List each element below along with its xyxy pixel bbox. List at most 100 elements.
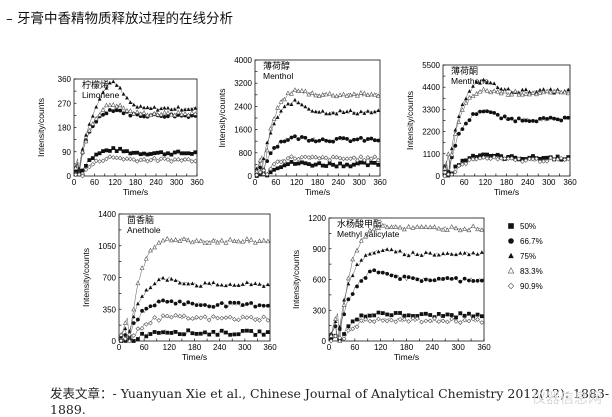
chart-title: 柠檬烯 — [82, 79, 109, 91]
data-point — [372, 92, 378, 97]
data-point — [458, 250, 463, 255]
data-point — [236, 332, 241, 337]
data-point — [481, 152, 486, 157]
data-point — [107, 80, 112, 85]
data-point — [138, 111, 144, 116]
y-axis-label: Intensity/counts — [81, 248, 91, 307]
data-point — [172, 112, 178, 118]
data-point — [135, 326, 141, 331]
data-point — [186, 107, 191, 111]
data-point — [359, 135, 363, 140]
data-point — [474, 91, 479, 96]
data-point — [369, 136, 374, 141]
data-point — [474, 112, 479, 117]
data-point — [306, 155, 312, 160]
data-point — [169, 314, 174, 320]
legend-marker-square — [508, 223, 514, 229]
data-point — [257, 318, 262, 323]
data-point — [406, 223, 412, 229]
data-point — [402, 317, 407, 322]
data-point — [348, 139, 353, 144]
data-point — [565, 90, 571, 96]
data-point — [265, 159, 270, 164]
data-point — [505, 92, 511, 97]
data-point — [139, 265, 145, 270]
data-point — [463, 99, 469, 105]
series-90.9% — [118, 312, 271, 344]
series-75% — [119, 275, 271, 342]
data-point — [555, 156, 560, 162]
data-point — [80, 168, 85, 173]
data-point — [302, 88, 308, 94]
data-point — [462, 276, 467, 281]
series-90.9% — [328, 316, 485, 344]
data-point — [331, 139, 336, 144]
data-point — [488, 110, 493, 115]
data-point — [313, 162, 318, 167]
data-point — [519, 91, 525, 97]
data-point — [228, 282, 233, 286]
data-point — [488, 80, 493, 85]
data-point — [182, 332, 186, 337]
data-point — [165, 330, 170, 335]
data-point — [478, 153, 482, 158]
data-point — [193, 106, 198, 110]
data-point — [414, 224, 420, 229]
data-point — [334, 164, 339, 169]
data-point — [97, 151, 102, 156]
chart-title: 水杨酸甲酯 — [337, 218, 382, 230]
data-point — [244, 315, 250, 320]
series-50% — [119, 328, 271, 343]
data-point — [527, 119, 532, 124]
y-tick-label: 0 — [436, 172, 441, 181]
data-point — [355, 284, 359, 289]
data-point — [185, 237, 191, 243]
data-point — [166, 114, 170, 119]
data-point — [331, 162, 336, 167]
data-point — [93, 158, 99, 164]
data-point — [252, 317, 258, 323]
data-point — [419, 253, 424, 257]
data-point — [463, 161, 469, 167]
data-point — [143, 255, 149, 261]
x-tick-label: 240 — [332, 178, 346, 187]
data-point — [286, 101, 290, 106]
y-tick-label: 4400 — [422, 83, 440, 92]
data-point — [449, 252, 454, 256]
data-point — [410, 316, 416, 321]
data-point — [165, 157, 171, 162]
data-point — [316, 93, 322, 98]
x-tick-label: 300 — [352, 178, 366, 187]
data-point — [210, 237, 216, 243]
data-point — [223, 315, 229, 320]
data-point — [94, 104, 99, 109]
data-point — [135, 337, 140, 341]
data-point — [445, 319, 450, 325]
data-point — [376, 249, 381, 254]
data-point — [328, 338, 334, 344]
data-point — [505, 156, 511, 161]
data-point — [531, 154, 535, 158]
data-point — [393, 274, 398, 279]
data-point — [363, 317, 368, 322]
data-point — [371, 225, 377, 231]
data-point — [275, 159, 280, 164]
data-point — [114, 103, 120, 109]
data-point — [316, 155, 322, 161]
data-point — [359, 313, 364, 318]
data-point — [432, 252, 437, 257]
data-point — [181, 313, 187, 319]
data-point — [114, 155, 120, 161]
data-point — [555, 154, 560, 159]
data-point — [499, 116, 504, 121]
data-point — [530, 90, 536, 95]
data-point — [327, 139, 332, 144]
data-point — [527, 156, 532, 162]
chart-subtitle: Methyl salicylate — [337, 229, 400, 239]
data-point — [348, 164, 353, 169]
data-point — [445, 312, 450, 317]
series-75% — [442, 77, 571, 178]
data-point — [253, 281, 258, 285]
data-point — [249, 301, 254, 305]
data-point — [350, 273, 355, 278]
